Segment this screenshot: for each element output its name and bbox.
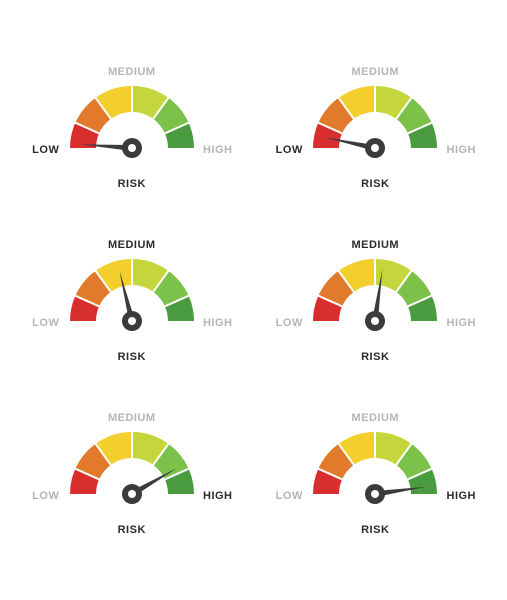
risk-gauge: LOW MEDIUM HIGH RISK <box>309 82 441 168</box>
risk-gauge: LOW MEDIUM HIGH RISK <box>66 428 198 514</box>
gauge-label-risk: RISK <box>361 351 389 363</box>
gauge-label-risk: RISK <box>118 524 146 536</box>
gauge-cell: LOW MEDIUM HIGH RISK <box>10 211 254 384</box>
risk-gauge: LOW MEDIUM HIGH RISK <box>309 428 441 514</box>
gauge-label-medium: MEDIUM <box>351 66 399 78</box>
gauge-label-high: HIGH <box>203 490 233 502</box>
gauge-label-risk: RISK <box>361 178 389 190</box>
gauge-pivot-inner <box>371 490 379 498</box>
gauge-label-risk: RISK <box>118 178 146 190</box>
gauge-label-high: HIGH <box>447 490 477 502</box>
gauge-label-low: LOW <box>32 144 59 156</box>
gauge-pivot-inner <box>128 490 136 498</box>
risk-gauge: LOW MEDIUM HIGH RISK <box>66 82 198 168</box>
gauge-label-high: HIGH <box>447 144 477 156</box>
gauge-cell: LOW MEDIUM HIGH RISK <box>10 38 254 211</box>
gauge-label-high: HIGH <box>203 144 233 156</box>
gauge-pivot-inner <box>371 317 379 325</box>
gauge-label-high: HIGH <box>203 317 233 329</box>
gauge-cell: LOW MEDIUM HIGH RISK <box>10 385 254 558</box>
gauge-cell: LOW MEDIUM HIGH RISK <box>254 38 498 211</box>
gauge-label-risk: RISK <box>361 524 389 536</box>
gauge-label-medium: MEDIUM <box>108 66 156 78</box>
gauge-label-low: LOW <box>276 317 303 329</box>
risk-gauge: LOW MEDIUM HIGH RISK <box>66 255 198 341</box>
gauge-cell: LOW MEDIUM HIGH RISK <box>254 211 498 384</box>
gauge-cell: LOW MEDIUM HIGH RISK <box>254 385 498 558</box>
gauge-label-medium: MEDIUM <box>351 412 399 424</box>
gauge-dial <box>66 255 198 341</box>
gauge-label-low: LOW <box>32 317 59 329</box>
gauge-dial <box>309 82 441 168</box>
gauge-dial <box>309 428 441 514</box>
gauge-pivot-inner <box>128 144 136 152</box>
gauge-dial <box>66 428 198 514</box>
gauge-label-low: LOW <box>32 490 59 502</box>
gauge-dial <box>66 82 198 168</box>
gauge-label-risk: RISK <box>118 351 146 363</box>
gauge-label-low: LOW <box>276 490 303 502</box>
gauge-label-high: HIGH <box>447 317 477 329</box>
gauge-label-low: LOW <box>276 144 303 156</box>
risk-gauge: LOW MEDIUM HIGH RISK <box>309 255 441 341</box>
gauge-pivot-inner <box>128 317 136 325</box>
gauge-pivot-inner <box>371 144 379 152</box>
gauge-label-medium: MEDIUM <box>108 239 156 251</box>
gauge-dial <box>309 255 441 341</box>
gauge-label-medium: MEDIUM <box>108 412 156 424</box>
gauge-label-medium: MEDIUM <box>351 239 399 251</box>
